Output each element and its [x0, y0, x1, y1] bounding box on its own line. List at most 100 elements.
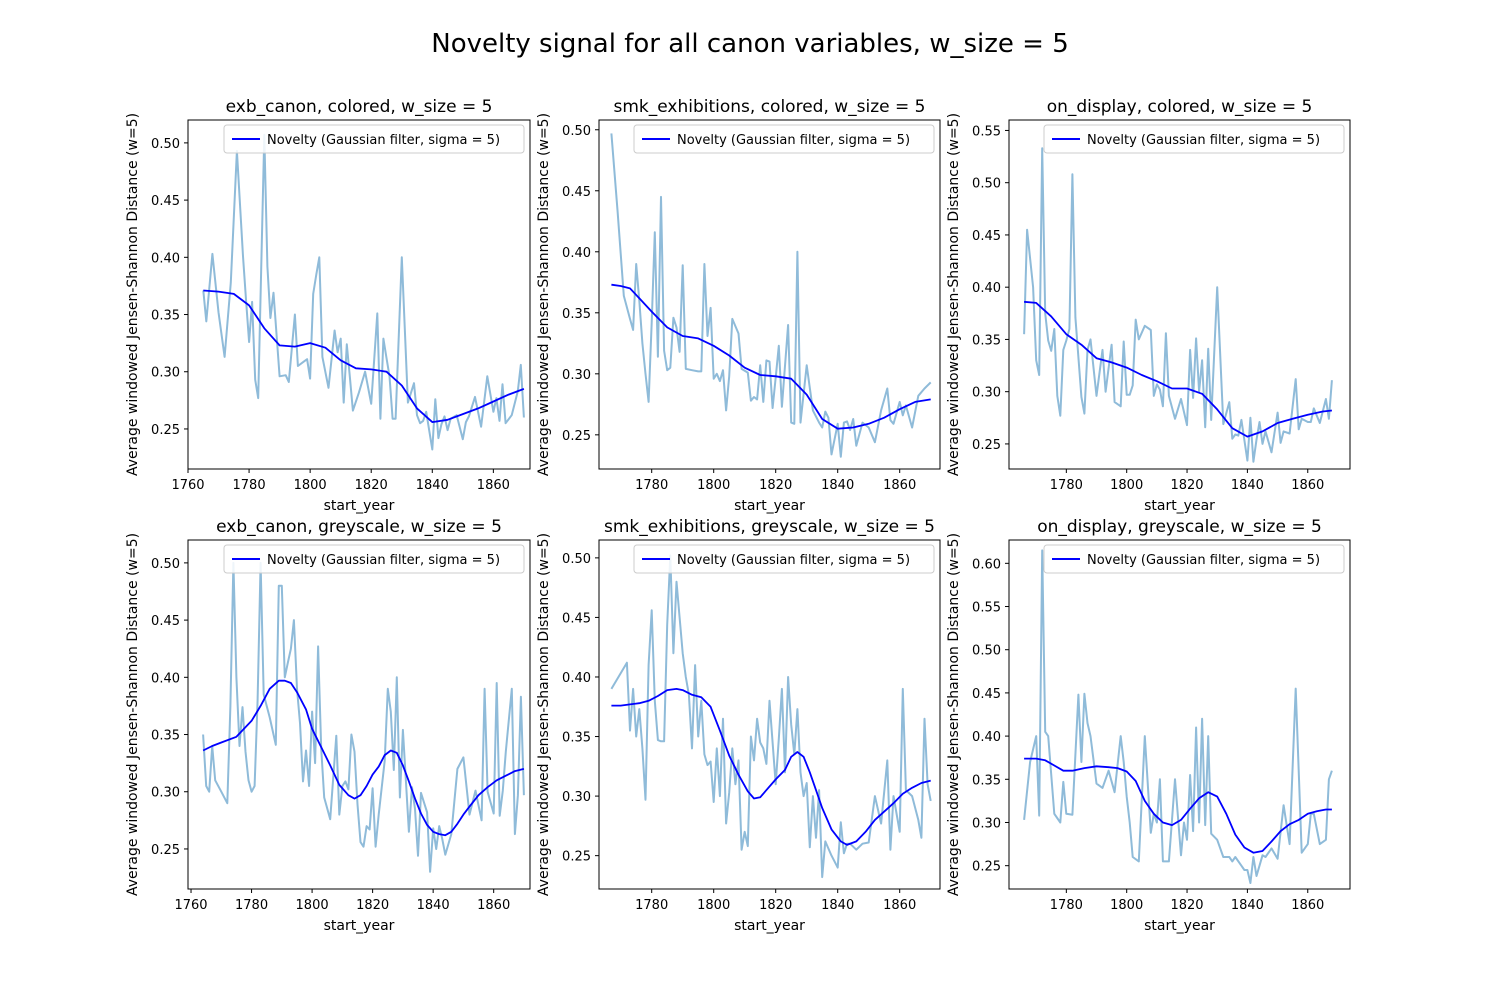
- y-tick-label: 0.30: [972, 816, 1001, 831]
- y-tick-label: 0.55: [972, 601, 1001, 616]
- x-tick-label: 1780: [233, 478, 266, 493]
- legend: Novelty (Gaussian filter, sigma = 5): [1043, 544, 1345, 574]
- y-tick-label: 0.50: [151, 137, 180, 152]
- y-tick-label: 0.60: [972, 557, 1001, 572]
- legend-box: [223, 124, 525, 154]
- x-tick-label: 1860: [477, 478, 510, 493]
- x-tick-label: 1820: [1170, 898, 1203, 913]
- x-tick-label: 1840: [821, 898, 854, 913]
- legend: Novelty (Gaussian filter, sigma = 5): [633, 124, 935, 154]
- y-tick-label: 0.35: [562, 307, 591, 322]
- y-tick-label: 0.45: [562, 611, 591, 626]
- x-tick-label: 1860: [1291, 478, 1324, 493]
- subplot-4: exb_canon, greyscale, w_size = 5 1760 1780…: [125, 517, 531, 934]
- subplot-2: smk_exhibitions, colored, w_size = 5 1780…: [536, 97, 941, 514]
- x-axis-label: start_year: [324, 918, 395, 934]
- x-axis-label: start_year: [1144, 918, 1215, 934]
- y-axis-label: Average windowed Jensen-Shannon Distance…: [536, 533, 552, 896]
- subplot-title: exb_canon, greyscale, w_size = 5: [216, 517, 502, 537]
- y-tick-label: 0.45: [151, 614, 180, 629]
- y-tick-label: 0.40: [972, 730, 1001, 745]
- y-tick-label: 0.40: [972, 281, 1001, 296]
- y-tick-label: 0.50: [562, 124, 591, 139]
- y-tick-label: 0.30: [972, 386, 1001, 401]
- y-tick-label: 0.30: [562, 368, 591, 383]
- subplot-6: on_display, greyscale, w_size = 5 1780 180…: [946, 517, 1351, 934]
- x-axis-label: start_year: [1144, 498, 1215, 514]
- legend-label: Novelty (Gaussian filter, sigma = 5): [677, 553, 910, 568]
- x-tick-label: 1780: [1050, 898, 1083, 913]
- axes-frame: [598, 119, 941, 470]
- x-tick-label: 1800: [697, 478, 730, 493]
- legend-box: [1043, 544, 1345, 574]
- x-tick-label: 1800: [294, 478, 327, 493]
- y-tick-label: 0.50: [151, 557, 180, 572]
- x-tick-label: 1860: [883, 478, 916, 493]
- y-tick-label: 0.30: [151, 786, 180, 801]
- x-tick-label: 1820: [1170, 478, 1203, 493]
- y-tick-label: 0.30: [562, 790, 591, 805]
- y-tick-label: 0.45: [562, 185, 591, 200]
- y-tick-label: 0.40: [151, 251, 180, 266]
- y-tick-label: 0.25: [562, 850, 591, 865]
- legend-label: Novelty (Gaussian filter, sigma = 5): [267, 553, 500, 568]
- x-axis-label: start_year: [734, 498, 805, 514]
- figure-title: Novelty signal for all canon variables, …: [431, 29, 1069, 59]
- y-tick-label: 0.55: [972, 124, 1001, 139]
- x-tick-label: 1760: [174, 898, 207, 913]
- legend-label: Novelty (Gaussian filter, sigma = 5): [267, 133, 500, 148]
- x-tick-label: 1820: [759, 898, 792, 913]
- axes-frame: [187, 539, 531, 890]
- legend: Novelty (Gaussian filter, sigma = 5): [223, 124, 525, 154]
- y-axis-label: Average windowed Jensen-Shannon Distance…: [536, 113, 552, 476]
- y-tick-label: 0.35: [151, 729, 180, 744]
- x-tick-label: 1780: [635, 478, 668, 493]
- x-tick-label: 1820: [759, 478, 792, 493]
- y-tick-label: 0.50: [972, 644, 1001, 659]
- y-tick-label: 0.35: [972, 773, 1001, 788]
- subplot-5: smk_exhibitions, greyscale, w_size = 5 17…: [536, 517, 941, 934]
- x-tick-label: 1800: [697, 898, 730, 913]
- smoothed-novelty-line: [611, 283, 931, 430]
- y-tick-label: 0.40: [151, 671, 180, 686]
- y-tick-label: 0.50: [972, 177, 1001, 192]
- y-tick-label: 0.45: [972, 229, 1001, 244]
- axes-frame: [187, 119, 531, 470]
- smoothed-novelty-line: [611, 688, 931, 846]
- x-tick-label: 1840: [821, 478, 854, 493]
- x-tick-label: 1860: [883, 898, 916, 913]
- legend-box: [223, 544, 525, 574]
- legend: Novelty (Gaussian filter, sigma = 5): [1043, 124, 1345, 154]
- x-tick-label: 1820: [355, 478, 388, 493]
- y-tick-label: 0.30: [151, 366, 180, 381]
- x-tick-label: 1800: [296, 898, 329, 913]
- x-tick-label: 1860: [1291, 898, 1324, 913]
- smoothed-novelty-line: [202, 679, 525, 837]
- axes-frame: [1008, 539, 1351, 890]
- y-tick-label: 0.25: [972, 438, 1001, 453]
- x-tick-label: 1860: [477, 898, 510, 913]
- raw-novelty-line: [610, 554, 932, 879]
- smoothed-novelty-line: [203, 289, 525, 424]
- y-tick-label: 0.25: [562, 429, 591, 444]
- x-tick-label: 1820: [356, 898, 389, 913]
- subplot-title: smk_exhibitions, greyscale, w_size = 5: [604, 517, 935, 537]
- x-tick-label: 1780: [235, 898, 268, 913]
- x-tick-label: 1840: [416, 478, 449, 493]
- x-tick-label: 1760: [171, 478, 204, 493]
- y-tick-label: 0.35: [562, 731, 591, 746]
- legend-box: [633, 544, 935, 574]
- y-axis-label: Average windowed Jensen-Shannon Distance…: [946, 113, 962, 476]
- y-axis-label: Average windowed Jensen-Shannon Distance…: [946, 533, 962, 896]
- raw-novelty-line: [1023, 147, 1333, 463]
- y-tick-label: 0.35: [972, 333, 1001, 348]
- subplot-title: smk_exhibitions, colored, w_size = 5: [613, 97, 925, 117]
- y-tick-label: 0.50: [562, 552, 591, 567]
- y-tick-label: 0.35: [151, 309, 180, 324]
- x-tick-label: 1840: [1231, 898, 1264, 913]
- x-tick-label: 1800: [1110, 478, 1143, 493]
- axes-frame: [1008, 119, 1351, 470]
- smoothed-novelty-line: [1024, 300, 1332, 438]
- y-tick-label: 0.45: [972, 687, 1001, 702]
